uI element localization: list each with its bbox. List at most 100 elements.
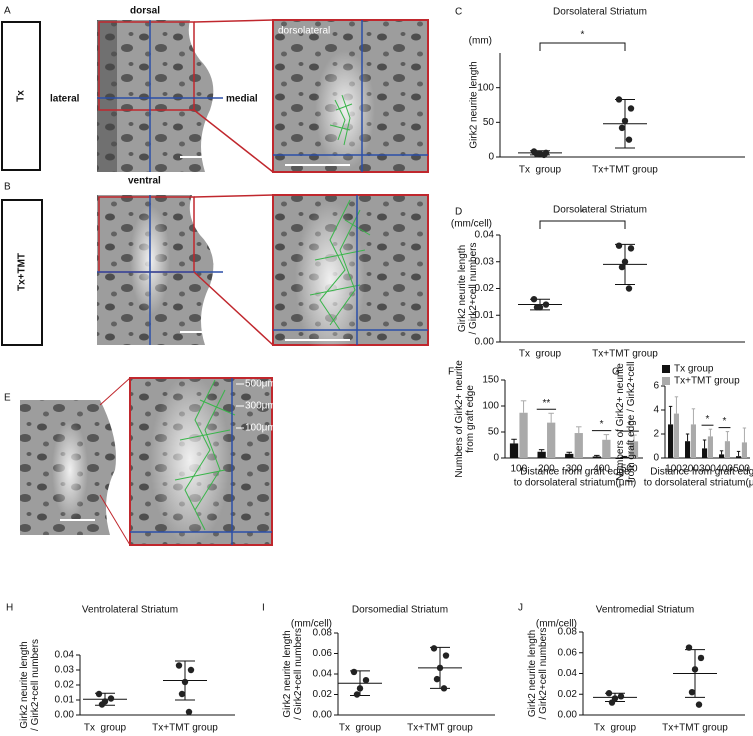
data-point: [685, 644, 693, 651]
y-tick-label: 0.06: [558, 647, 578, 658]
significance-bracket: [539, 220, 626, 229]
significance-label: *: [706, 414, 710, 425]
zoom-line: [193, 109, 274, 173]
distance-label: 300μm: [245, 401, 276, 412]
x-tick-label: Tx group: [519, 165, 562, 176]
bar: [673, 413, 679, 458]
y-axis-label: Girk2 neurite length: [19, 641, 30, 728]
x-tick-label: 300: [566, 464, 583, 475]
bar: [574, 433, 583, 458]
x-tick-label: 100: [665, 464, 682, 475]
data-point: [353, 691, 361, 698]
data-point: [356, 685, 364, 692]
x-tick-label: Tx+TMT group: [407, 723, 473, 734]
y-tick-label: 0.08: [313, 628, 333, 639]
data-point: [618, 263, 626, 271]
y-tick-label: 0.04: [558, 668, 578, 679]
group-label: Tx+TMT: [17, 253, 28, 291]
data-point: [442, 652, 450, 659]
legend-swatch: [662, 377, 670, 385]
data-point: [625, 136, 633, 143]
data-point: [107, 695, 115, 702]
y-tick-label: 0.03: [475, 256, 495, 267]
x-tick-label: 400: [716, 464, 733, 475]
x-tick-label: 500: [733, 464, 750, 475]
x-tick-label: Tx group: [594, 723, 637, 734]
x-tick-label: Tx group: [339, 723, 382, 734]
data-point: [540, 151, 548, 159]
graft: [150, 375, 230, 545]
x-tick-label: 100: [510, 464, 527, 475]
data-point: [627, 105, 635, 112]
data-point: [615, 96, 623, 103]
x-tick-label: Tx group: [519, 349, 562, 360]
y-tick-label: 0: [653, 453, 659, 464]
x-axis-label: Distance from graft edge: [520, 467, 630, 478]
y-tick-label: 4: [653, 405, 659, 416]
chart-title: Dorsomedial Striatum: [352, 605, 448, 616]
x-tick-label: 200: [538, 464, 555, 475]
y-tick-label: 100: [482, 401, 499, 412]
y-tick-label: 2: [653, 429, 659, 440]
y-tick-label: 50: [483, 117, 495, 128]
axis-unit: (mm/cell): [536, 619, 577, 630]
y-axis-label: / Girk2+cell numbers: [30, 639, 41, 731]
y-tick-label: 0.02: [55, 680, 75, 691]
neurite-trace: [309, 199, 371, 331]
y-tick-label: 0: [493, 453, 499, 464]
inset-box: [98, 21, 195, 111]
data-point: [436, 664, 444, 672]
neurite-trace: [329, 94, 353, 146]
data-point: [627, 245, 635, 252]
y-tick-label: 0.04: [313, 669, 333, 680]
data-point: [533, 151, 541, 158]
bar: [592, 456, 601, 458]
axis-unit: (mm): [469, 36, 492, 47]
x-tick-label: Tx group: [84, 723, 127, 734]
x-tick-label: Tx+TMT group: [662, 723, 728, 734]
graft: [52, 420, 88, 520]
x-tick-label: 400: [593, 464, 610, 475]
data-point: [542, 301, 550, 308]
data-point: [530, 296, 538, 303]
data-point: [350, 668, 358, 676]
x-axis-label: to dorsolateral striatum(μm): [644, 478, 753, 489]
y-tick-label: 0.08: [558, 627, 578, 638]
panel-label: B: [4, 182, 11, 193]
y-tick-label: 6: [653, 381, 659, 392]
background: [100, 400, 125, 535]
significance-label: *: [581, 208, 585, 219]
y-tick-label: 0.00: [55, 710, 75, 721]
panel-label: E: [4, 393, 11, 404]
group-box: [1, 21, 41, 171]
panel-label: J: [518, 603, 523, 614]
data-point: [178, 690, 186, 698]
panel-label: H: [6, 603, 13, 614]
bar: [690, 424, 696, 458]
bar: [719, 454, 725, 458]
y-tick-label: 0.03: [55, 665, 75, 676]
significance-label: **: [543, 398, 551, 409]
y-axis-label: Girk2 neurite length: [457, 245, 468, 332]
chart-title: Dorsolateral Striatum: [553, 7, 647, 18]
bar: [741, 442, 747, 458]
y-tick-label: 0.00: [475, 337, 495, 348]
y-tick-label: 0.01: [475, 310, 495, 321]
y-axis-label: Girk2 neurite length: [282, 630, 293, 717]
y-tick-label: 0.04: [55, 650, 75, 661]
data-point: [617, 693, 625, 700]
data-point: [615, 242, 623, 249]
bar: [620, 456, 629, 458]
data-point: [95, 690, 103, 698]
y-axis-label: Girk2 neurite length: [527, 630, 538, 717]
y-axis-label: Numbers of Girk2+ neurite: [615, 363, 626, 481]
orientation-label: medial: [226, 94, 258, 105]
y-tick-label: 0.01: [55, 695, 75, 706]
data-point: [688, 688, 696, 696]
data-point: [533, 304, 541, 311]
y-axis-label: from graft edge: [465, 385, 476, 453]
orientation-label: dorsal: [130, 6, 160, 17]
region-label: dorsolateral: [278, 26, 330, 37]
zoom-line: [193, 194, 274, 198]
